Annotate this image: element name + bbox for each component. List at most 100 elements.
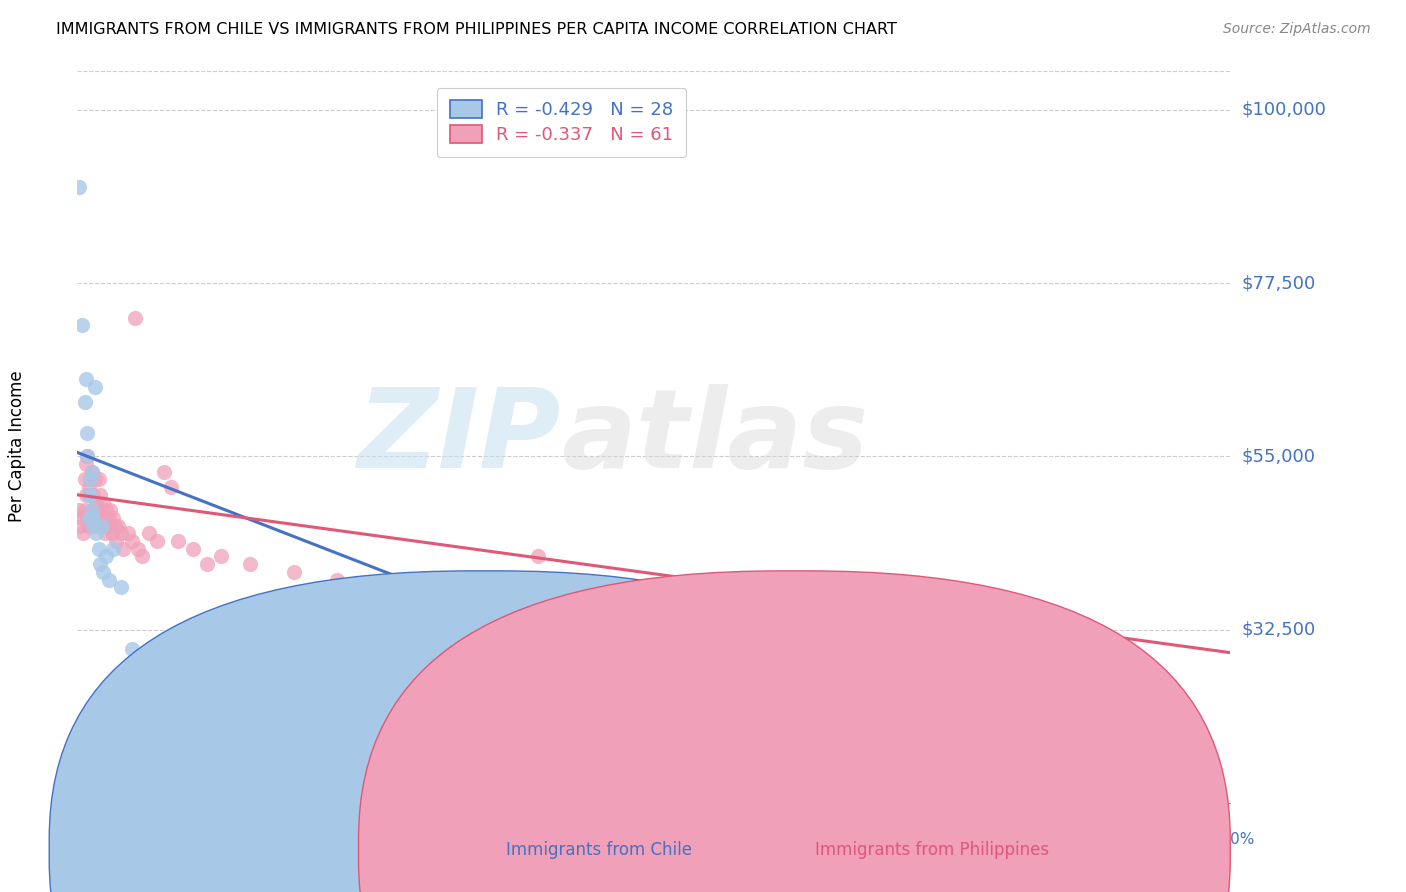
Point	[67, 503, 90, 517]
Point	[124, 310, 146, 325]
Point	[112, 541, 135, 556]
Point	[91, 495, 114, 509]
Point	[77, 488, 100, 502]
Point	[101, 526, 124, 541]
Point	[903, 764, 925, 779]
Point	[91, 565, 114, 579]
Point	[83, 380, 105, 394]
Point	[79, 488, 101, 502]
Point	[121, 641, 143, 656]
Point	[76, 450, 98, 464]
Point	[127, 541, 149, 556]
Point	[77, 518, 100, 533]
Point	[96, 549, 118, 564]
Point	[75, 488, 97, 502]
Point	[239, 557, 262, 571]
Point	[153, 465, 174, 479]
Point	[138, 526, 160, 541]
Text: $77,500: $77,500	[1241, 274, 1316, 292]
Text: $55,000: $55,000	[1241, 447, 1316, 466]
Point	[98, 518, 121, 533]
Text: ZIP: ZIP	[359, 384, 561, 491]
Point	[82, 511, 104, 525]
Point	[859, 618, 882, 632]
Point	[103, 511, 125, 525]
Point	[131, 549, 153, 564]
Point	[83, 511, 105, 525]
Point	[89, 557, 111, 571]
Point	[86, 503, 108, 517]
Point	[67, 179, 90, 194]
Point	[79, 472, 101, 486]
Point	[107, 518, 129, 533]
Point	[80, 503, 103, 517]
Point	[103, 541, 125, 556]
Point	[83, 472, 105, 486]
Point	[283, 565, 305, 579]
Point	[90, 518, 112, 533]
Point	[325, 573, 349, 587]
Point	[82, 518, 104, 533]
Point	[84, 518, 107, 533]
Legend: R = -0.429   N = 28, R = -0.337   N = 61: R = -0.429 N = 28, R = -0.337 N = 61	[437, 87, 686, 157]
Point	[98, 573, 121, 587]
Point	[87, 472, 110, 486]
Text: Source: ZipAtlas.com: Source: ZipAtlas.com	[1223, 22, 1371, 37]
Text: Immigrants from Philippines: Immigrants from Philippines	[815, 841, 1050, 859]
Point	[80, 465, 103, 479]
Point	[121, 534, 143, 549]
Point	[160, 480, 183, 494]
Point	[80, 465, 103, 479]
Point	[87, 541, 110, 556]
Point	[73, 395, 96, 409]
Point	[382, 580, 406, 594]
Text: 80.0%: 80.0%	[1206, 832, 1254, 847]
Point	[75, 457, 97, 471]
Text: $100,000: $100,000	[1241, 101, 1326, 119]
Point	[73, 472, 96, 486]
Point	[77, 511, 100, 525]
Point	[76, 511, 98, 525]
Point	[117, 526, 139, 541]
Point	[104, 518, 127, 533]
Point	[72, 526, 94, 541]
Point	[75, 372, 97, 386]
Point	[97, 511, 120, 525]
Text: Per Capita Income: Per Capita Income	[8, 370, 25, 522]
Point	[470, 596, 492, 610]
Point	[82, 518, 104, 533]
Text: IMMIGRANTS FROM CHILE VS IMMIGRANTS FROM PHILIPPINES PER CAPITA INCOME CORRELATI: IMMIGRANTS FROM CHILE VS IMMIGRANTS FROM…	[56, 22, 897, 37]
Point	[93, 526, 115, 541]
Point	[527, 549, 550, 564]
Point	[195, 557, 218, 571]
Point	[84, 495, 107, 509]
Point	[84, 526, 107, 541]
Point	[105, 534, 128, 549]
Point	[80, 503, 103, 517]
Text: 0.0%: 0.0%	[58, 832, 97, 847]
Point	[70, 511, 93, 525]
Point	[167, 534, 190, 549]
Point	[79, 511, 101, 525]
Point	[110, 580, 132, 594]
Text: $32,500: $32,500	[1241, 621, 1316, 639]
Point	[82, 488, 104, 502]
Point	[1076, 634, 1098, 648]
Point	[100, 503, 122, 517]
Text: atlas: atlas	[561, 384, 869, 491]
Point	[76, 450, 98, 464]
Point	[69, 518, 91, 533]
Text: Immigrants from Chile: Immigrants from Chile	[506, 841, 692, 859]
Point	[77, 480, 100, 494]
Point	[787, 618, 810, 632]
Point	[211, 549, 233, 564]
Point	[73, 503, 96, 517]
Point	[70, 318, 93, 333]
Point	[79, 488, 101, 502]
Point	[87, 511, 110, 525]
Point	[90, 518, 112, 533]
Point	[96, 503, 118, 517]
Point	[110, 526, 132, 541]
Point	[181, 541, 204, 556]
Point	[145, 534, 167, 549]
